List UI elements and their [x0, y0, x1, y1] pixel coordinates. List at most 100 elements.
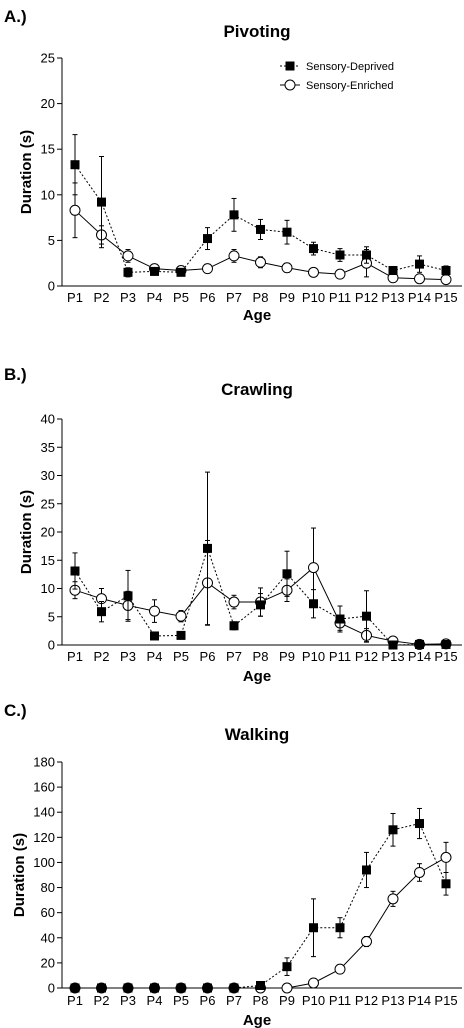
- x-tick-label: P8: [253, 290, 269, 305]
- chart-walking: C.) Walking 0 20 40 60 80 100 120 140 160 180 P1 P2 P3…: [4, 701, 462, 1028]
- data-point-sensory-enriched: [361, 936, 372, 948]
- y-tick-label: 20: [41, 96, 55, 111]
- y-tick-label: 35: [41, 440, 55, 455]
- data-point-sensory-enriched: [414, 866, 425, 878]
- legend-label-sensory-deprived: Sensory-Deprived: [306, 61, 394, 73]
- x-tick-label: P13: [381, 290, 404, 305]
- y-tick-label: 160: [33, 780, 55, 795]
- x-tick-label: P3: [120, 649, 136, 664]
- y-tick-label: 60: [41, 905, 55, 920]
- x-tick-label: P11: [329, 290, 351, 305]
- data-point-sensory-deprived: [388, 265, 398, 275]
- data-point-sensory-deprived: [70, 160, 80, 170]
- data-point-sensory-deprived: [441, 879, 451, 889]
- x-tick-label: P1: [67, 993, 83, 1008]
- data-point-sensory-deprived: [282, 227, 292, 237]
- panel-walking: C.) Walking 0 20 40 60 80 100 120 140 160 180 P1 P2 P3…: [0, 685, 464, 1028]
- data-point-sensory-deprived: [70, 983, 80, 993]
- y-tick-label: 40: [41, 412, 55, 427]
- data-point-sensory-deprived: [229, 621, 239, 631]
- x-tick-label: P7: [226, 649, 242, 664]
- data-point-sensory-deprived: [150, 983, 159, 993]
- y-axis-title: Duration (s): [11, 833, 28, 917]
- x-tick-label: P3: [120, 290, 136, 305]
- data-point-sensory-deprived: [229, 210, 239, 220]
- data-point-sensory-enriched: [228, 250, 240, 262]
- data-point-sensory-deprived: [123, 983, 133, 993]
- x-tick-label: P2: [94, 993, 110, 1008]
- data-point-sensory-deprived: [309, 923, 318, 933]
- panel-label: A.): [4, 7, 27, 26]
- x-tick-label: P11: [329, 993, 351, 1008]
- data-point-sensory-deprived: [97, 607, 106, 617]
- legend-marker-sensory-enriched: [284, 79, 296, 91]
- data-point-sensory-deprived: [176, 267, 186, 277]
- data-point-sensory-enriched: [149, 605, 160, 617]
- data-point-sensory-deprived: [256, 600, 265, 610]
- panel-label: B.): [4, 365, 27, 384]
- y-axis-title: Duration (s): [18, 130, 35, 214]
- data-point-sensory-deprived: [97, 197, 106, 207]
- data-point-sensory-deprived: [97, 983, 106, 993]
- data-point-sensory-deprived: [150, 266, 159, 276]
- series-line-sensory-enriched: [75, 856, 447, 989]
- x-tick-label: P10: [302, 290, 325, 305]
- data-point-sensory-enriched: [281, 262, 293, 274]
- x-tick-label: P4: [147, 649, 163, 664]
- y-tick-label: 20: [41, 955, 55, 970]
- data-point-sensory-enriched: [440, 851, 452, 863]
- panel-label: C.): [4, 701, 27, 720]
- data-point-sensory-deprived: [256, 224, 265, 234]
- x-tick-label: P15: [434, 649, 457, 664]
- x-tick-label: P9: [279, 993, 295, 1008]
- x-tick-label: P6: [200, 993, 216, 1008]
- data-point-sensory-deprived: [176, 630, 186, 640]
- y-tick-label: 80: [41, 880, 55, 895]
- x-tick-label: P14: [408, 649, 431, 664]
- data-point-sensory-deprived: [123, 267, 133, 277]
- x-axis-title: Age: [243, 668, 271, 685]
- x-tick-label: P9: [279, 649, 295, 664]
- x-tick-label: P12: [355, 649, 378, 664]
- x-tick-label: P14: [408, 290, 431, 305]
- x-tick-label: P14: [408, 993, 431, 1008]
- data-point-sensory-deprived: [203, 543, 212, 553]
- x-axis-title: Age: [243, 1012, 271, 1028]
- data-point-sensory-deprived: [150, 631, 159, 641]
- legend-marker-sensory-deprived: [285, 61, 295, 71]
- x-tick-label: P8: [253, 993, 269, 1008]
- data-point-sensory-deprived: [335, 614, 345, 624]
- x-tick-label: P11: [329, 649, 351, 664]
- data-point-sensory-deprived: [415, 639, 424, 649]
- y-tick-label: 15: [41, 142, 55, 157]
- data-point-sensory-deprived: [415, 259, 424, 269]
- x-tick-label: P3: [120, 993, 136, 1008]
- x-tick-label: P5: [173, 993, 189, 1008]
- data-point-sensory-deprived: [441, 639, 451, 649]
- x-axis-title: Age: [243, 307, 271, 324]
- series-line-sensory-deprived: [74, 164, 447, 273]
- data-point-sensory-deprived: [229, 983, 239, 993]
- y-tick-label: 0: [48, 981, 55, 996]
- x-tick-label: P4: [147, 993, 163, 1008]
- x-tick-label: P7: [226, 290, 242, 305]
- data-point-sensory-enriched: [334, 268, 346, 280]
- data-point-sensory-enriched: [387, 893, 399, 905]
- data-point-sensory-deprived: [309, 599, 318, 609]
- data-point-sensory-enriched: [281, 982, 293, 994]
- y-tick-label: 10: [41, 581, 55, 596]
- y-tick-label: 180: [33, 755, 55, 770]
- y-tick-label: 20: [41, 525, 55, 540]
- data-point-sensory-deprived: [282, 569, 292, 579]
- data-point-sensory-deprived: [362, 611, 371, 621]
- x-tick-label: P13: [381, 993, 404, 1008]
- data-point-sensory-enriched: [122, 250, 134, 262]
- data-point-sensory-deprived: [256, 980, 265, 990]
- chart-pivoting: A.) Pivoting 0 5 10 15 20 25 P1 P2 P3 P4 P5 P6 P7 P8 P9 P…: [4, 7, 462, 324]
- chart-title: Walking: [225, 725, 290, 744]
- y-tick-label: 5: [48, 233, 55, 248]
- data-point-sensory-deprived: [203, 983, 212, 993]
- x-tick-label: P4: [147, 290, 163, 305]
- data-point-sensory-deprived: [388, 825, 398, 835]
- data-point-sensory-enriched: [69, 204, 81, 216]
